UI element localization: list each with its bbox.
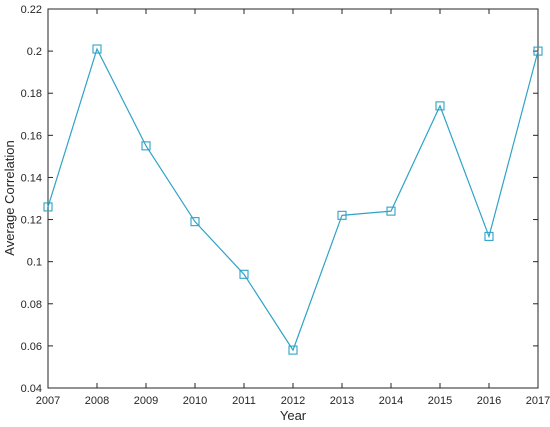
y-tick-label: 0.16 — [21, 130, 42, 142]
x-tick-label: 2013 — [330, 395, 354, 407]
data-point-marker — [435, 101, 445, 111]
x-tick-label: 2009 — [134, 395, 158, 407]
data-point-marker — [190, 217, 200, 227]
data-point-marker — [386, 206, 396, 216]
series-markers — [43, 44, 543, 355]
y-tick-label: 0.12 — [21, 215, 42, 227]
plot-area — [47, 8, 539, 389]
x-tick-label: 2015 — [428, 395, 452, 407]
x-axis: 2007 2008 2009 2010 2011 2012 2013 2014 2015 2016… — [36, 9, 550, 407]
data-point-marker — [484, 231, 494, 241]
data-point-marker — [92, 44, 102, 54]
y-tick-label: 0.18 — [21, 88, 42, 100]
y-tick-label: 0.06 — [21, 341, 42, 353]
data-point-marker — [288, 345, 298, 355]
y-tick-label: 0.22 — [21, 4, 42, 16]
data-point-marker — [141, 141, 151, 151]
y-tick-label: 0.2 — [27, 46, 42, 58]
y-tick-label: 0.04 — [21, 383, 42, 395]
x-tick-label: 2011 — [232, 395, 256, 407]
x-tick-label: 2017 — [526, 395, 550, 407]
x-tick-label: 2010 — [183, 395, 207, 407]
series-line — [47, 47, 539, 352]
y-tick-label: 0.14 — [21, 172, 42, 184]
y-tick-label: 0.1 — [27, 257, 42, 269]
x-axis-label: Year — [280, 408, 307, 423]
x-tick-label: 2007 — [36, 395, 60, 407]
data-point-marker — [43, 202, 53, 212]
y-axis-label: Average Correlation — [2, 140, 17, 255]
data-point-marker — [533, 46, 543, 56]
x-tick-label: 2016 — [477, 395, 501, 407]
y-axis: 0.04 0.06 0.08 0.1 0.12 0.14 0.16 0.18 0.2 0.22 — [21, 4, 538, 395]
data-point-marker — [239, 269, 249, 279]
y-tick-label: 0.08 — [21, 299, 42, 311]
x-tick-label: 2012 — [281, 395, 305, 407]
x-tick-label: 2008 — [85, 395, 109, 407]
x-tick-label: 2014 — [379, 395, 403, 407]
data-point-marker — [337, 210, 347, 220]
